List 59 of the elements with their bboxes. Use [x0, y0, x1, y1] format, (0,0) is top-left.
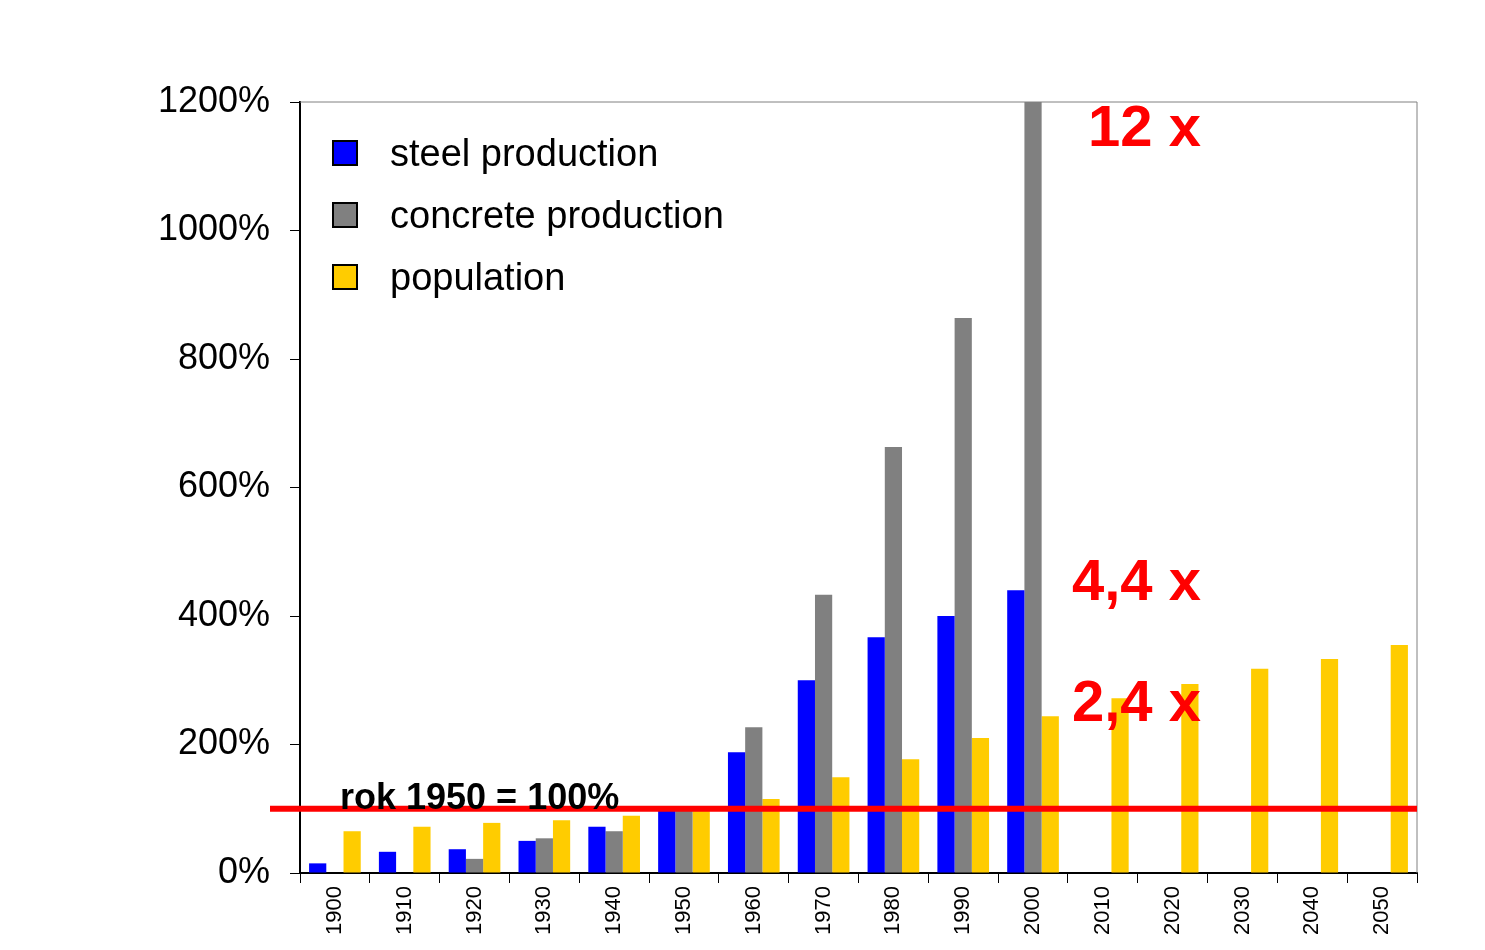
- bar: [727, 752, 746, 873]
- x-tick-label: 1960: [739, 886, 765, 935]
- bar: [535, 838, 553, 873]
- y-tick-label: 1000%: [157, 207, 270, 249]
- bar: [622, 815, 640, 873]
- bar: [518, 840, 536, 873]
- bar: [814, 594, 833, 873]
- y-tick-label: 0%: [217, 849, 270, 891]
- x-tick-label: 2050: [1368, 886, 1394, 935]
- ref-line-label: rok 1950 = 100%: [340, 775, 620, 817]
- bar: [797, 680, 815, 873]
- x-tick-label: 1980: [879, 886, 905, 935]
- y-tick-label: 800%: [177, 335, 270, 377]
- annotation: 12 x: [1088, 93, 1201, 158]
- bar: [309, 863, 327, 873]
- y-tick-label: 400%: [177, 592, 270, 634]
- bar: [954, 317, 972, 873]
- bar: [1041, 716, 1059, 873]
- bar: [937, 616, 955, 873]
- bar: [588, 826, 606, 873]
- bar: [605, 831, 623, 873]
- bar: [902, 759, 920, 873]
- x-tick-label: 1930: [530, 886, 556, 935]
- x-tick-label: 1990: [949, 886, 975, 935]
- x-tick-label: 2040: [1298, 886, 1324, 935]
- bar: [413, 826, 431, 873]
- x-tick-label: 1940: [600, 886, 626, 935]
- y-tick-label: 200%: [177, 721, 270, 763]
- legend-label: population: [390, 255, 566, 299]
- y-tick-label: 600%: [177, 464, 270, 506]
- annotation: 4,4 x: [1072, 547, 1201, 612]
- bar: [762, 799, 780, 873]
- x-tick-label: 1970: [809, 886, 835, 935]
- bar: [1390, 644, 1408, 873]
- bar: [1320, 659, 1339, 873]
- x-tick-label: 2030: [1228, 886, 1254, 935]
- y-tick-label: 1200%: [157, 78, 270, 120]
- bar: [483, 822, 501, 873]
- bar: [867, 637, 885, 873]
- x-tick-label: 2000: [1019, 886, 1045, 935]
- x-tick-label: 1910: [390, 886, 416, 935]
- bar: [832, 777, 850, 873]
- bar: [971, 738, 990, 873]
- legend-label: steel production: [390, 131, 659, 175]
- x-tick-label: 1900: [320, 886, 346, 935]
- x-tick-label: 2020: [1158, 886, 1184, 935]
- x-tick-label: 2010: [1088, 886, 1114, 935]
- legend-label: concrete production: [390, 193, 724, 237]
- bar: [745, 727, 763, 873]
- bar: [465, 858, 484, 873]
- bar: [378, 851, 397, 873]
- bar: [448, 849, 466, 873]
- bar: [884, 447, 903, 873]
- bar: [1251, 668, 1269, 873]
- x-tick-label: 1920: [460, 886, 486, 935]
- x-tick-label: 1950: [670, 886, 696, 935]
- bar: [552, 820, 571, 873]
- bar: [343, 831, 361, 873]
- bar: [1007, 590, 1025, 873]
